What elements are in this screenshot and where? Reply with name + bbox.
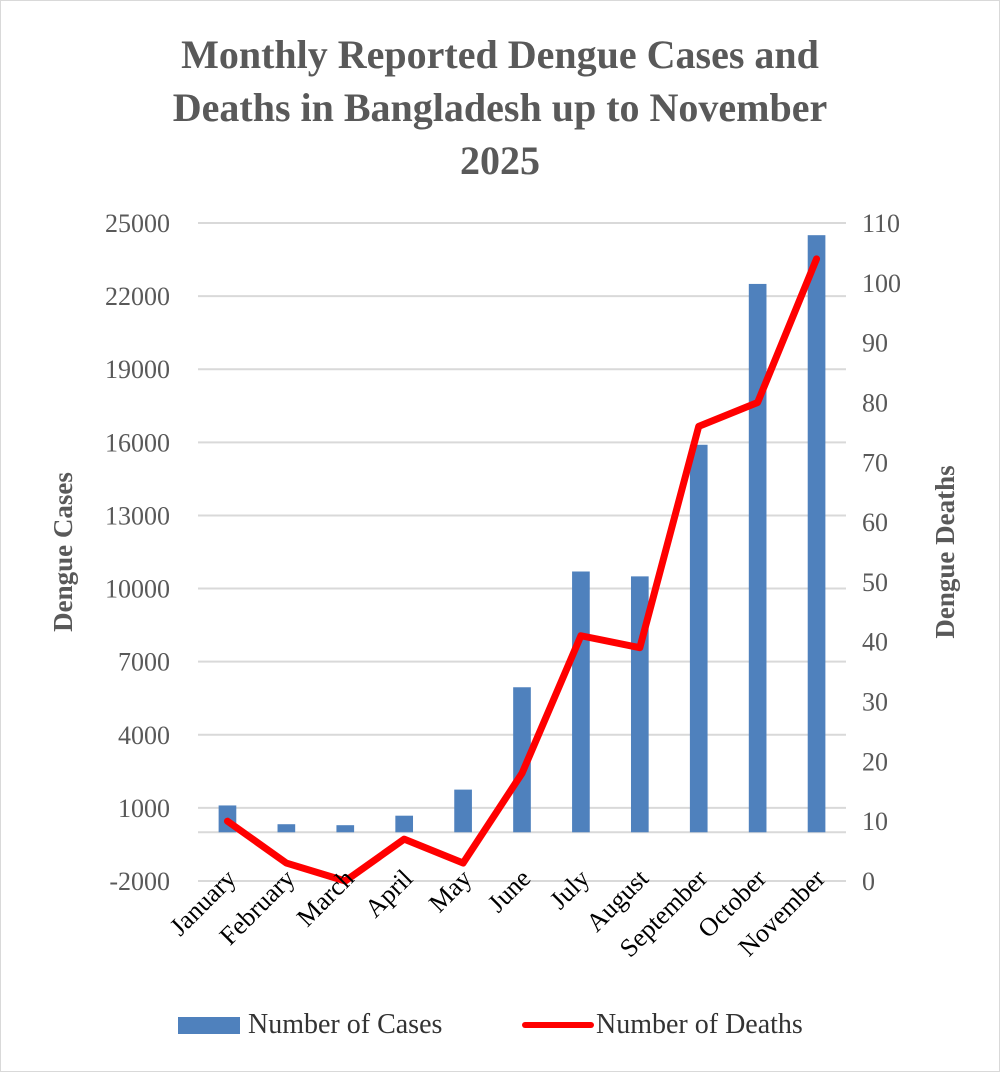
bar-february — [277, 824, 296, 833]
right-axis-title: Dengue Deaths — [930, 465, 960, 638]
right-tick-label: 60 — [862, 508, 888, 537]
right-tick-label: 30 — [862, 688, 888, 717]
chart-title-line-2: Deaths in Bangladesh up to November — [172, 85, 828, 130]
category-label-june: June — [482, 864, 536, 918]
bar-april — [395, 815, 414, 833]
legend-swatch-deaths — [522, 1022, 594, 1028]
chart-title: Monthly Reported Dengue Cases and Deaths… — [100, 28, 900, 187]
left-tick-label: 4000 — [118, 721, 170, 750]
bar-july — [572, 571, 590, 833]
bar-series — [218, 235, 826, 833]
right-tick-label: 10 — [862, 807, 888, 836]
right-tick-label: 40 — [862, 628, 888, 657]
left-axis-ticks: 25000 22000 19000 16000 13000 10000 7000 4000 10… — [105, 209, 170, 896]
legend-label-deaths: Number of Deaths — [596, 1009, 803, 1040]
bar-march — [336, 825, 355, 833]
right-tick-label: 100 — [862, 269, 901, 298]
legend-item-cases: Number of Cases — [178, 1005, 442, 1045]
left-tick-label: 10000 — [105, 575, 170, 604]
right-tick-label: 90 — [862, 329, 888, 358]
right-tick-label: 80 — [862, 388, 888, 417]
bar-september — [689, 444, 708, 833]
legend: Number of Cases Number of Deaths — [0, 1005, 1000, 1045]
bar-may — [454, 789, 472, 833]
category-label-july: July — [544, 864, 595, 915]
left-tick-label: 16000 — [105, 428, 170, 457]
combo-chart: 2500022000190001600013000100007000400010… — [48, 209, 960, 963]
right-tick-label: 0 — [862, 867, 875, 896]
legend-item-deaths: Number of Deaths — [522, 1005, 803, 1045]
left-tick-label: 19000 — [105, 355, 170, 384]
category-label-may: May — [423, 864, 477, 918]
bar-june — [513, 687, 531, 833]
left-tick-label: 25000 — [105, 209, 170, 238]
line-series — [223, 255, 821, 885]
left-tick-label: 7000 — [118, 648, 170, 677]
legend-swatch-cases — [178, 1016, 240, 1034]
left-tick-label: 13000 — [105, 501, 170, 530]
left-tick-label: -2000 — [109, 867, 170, 896]
left-axis-title: Dengue Cases — [48, 472, 78, 632]
chart-title-line-1: Monthly Reported Dengue Cases and — [181, 32, 819, 77]
bar-october — [748, 283, 767, 833]
category-label-april: April — [359, 864, 418, 923]
legend-label-cases: Number of Cases — [248, 1009, 443, 1040]
right-tick-label: 70 — [862, 448, 888, 477]
right-tick-label: 20 — [862, 747, 888, 776]
chart-title-line-3: 2025 — [460, 138, 540, 183]
left-tick-label: 1000 — [118, 794, 170, 823]
right-tick-label: 50 — [862, 568, 888, 597]
left-tick-label: 22000 — [105, 282, 170, 311]
bar-november — [807, 235, 826, 833]
right-tick-label: 110 — [862, 209, 900, 238]
